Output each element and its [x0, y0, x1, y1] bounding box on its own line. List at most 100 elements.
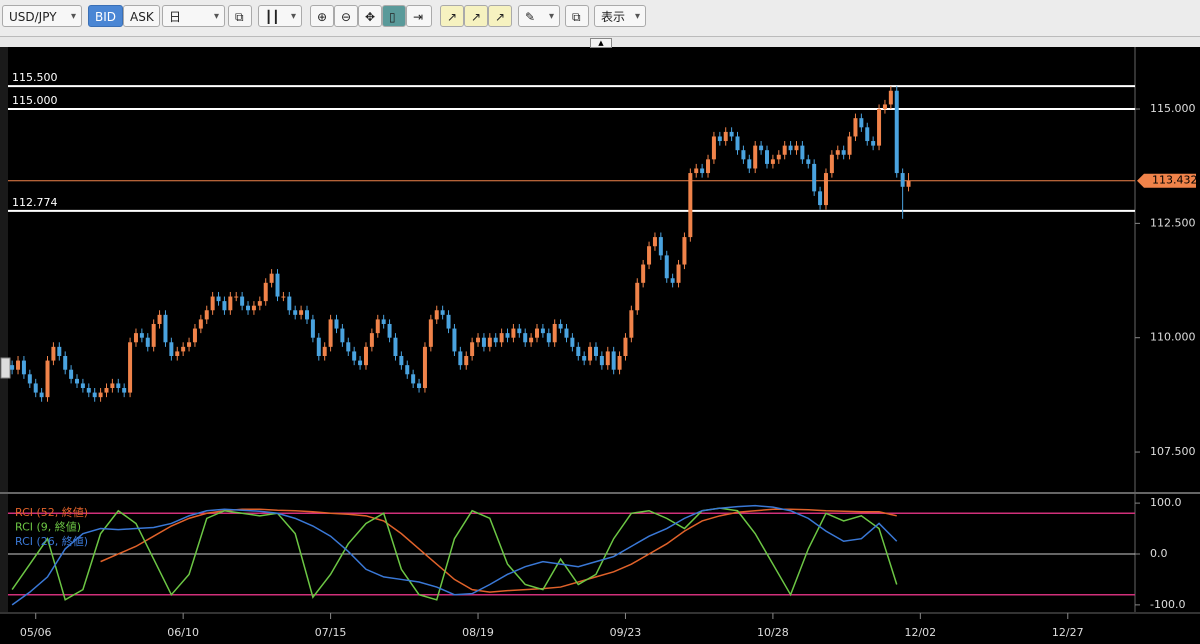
candle-body — [316, 337, 321, 356]
chart-type-select[interactable]: ┃┃ — [258, 5, 302, 28]
candle-body — [882, 104, 887, 110]
y-tick-label: 112.500 — [1150, 216, 1196, 229]
fit-button[interactable]: ✥ — [358, 5, 382, 27]
candle-body — [652, 237, 657, 247]
candle-body — [422, 346, 427, 389]
candle-body — [246, 305, 251, 311]
candle-body — [540, 328, 545, 334]
rci-line — [100, 508, 897, 593]
window-button[interactable]: ⧉ — [565, 5, 589, 27]
ask-button[interactable]: ASK — [123, 5, 160, 27]
timeframe-select[interactable]: 日 — [162, 5, 225, 28]
horizontal-line-label: 112.774 — [12, 196, 58, 209]
x-tick-label: 09/23 — [610, 626, 642, 639]
symbol-select[interactable]: USD/JPY — [2, 5, 82, 28]
candle-body — [428, 319, 433, 347]
candle-body — [45, 360, 50, 398]
toolbar: USD/JPY BID ASK 日 ⧉ ┃┃ ⊕ ⊖ ✥ ▯ ⇥ ↗ ↗ ↗ ✎… — [0, 0, 1200, 37]
candle-body — [322, 346, 327, 356]
candle-body — [605, 351, 610, 366]
x-tick-label: 10/28 — [757, 626, 789, 639]
candle-body — [841, 150, 846, 155]
rci-line — [11, 507, 898, 601]
candle-body — [511, 328, 516, 338]
candle-body — [865, 127, 870, 142]
candle-body — [641, 264, 646, 283]
legend-label: RCI (26, 終値) — [15, 534, 88, 548]
candle-body — [470, 342, 475, 356]
candle-body — [381, 319, 386, 324]
candle-body — [765, 150, 769, 164]
candle-body — [552, 323, 557, 343]
indicator-remove[interactable]: ↗ — [488, 5, 512, 27]
indicator-edit[interactable]: ↗ — [464, 5, 488, 27]
candle-body — [163, 314, 168, 343]
candle-body — [198, 319, 203, 329]
price-tag — [1137, 173, 1196, 188]
candle-body — [92, 392, 97, 398]
candle-body — [776, 154, 781, 160]
candle-body — [57, 346, 62, 356]
candle-body — [664, 255, 669, 279]
compare-button[interactable]: ⧉ — [228, 5, 252, 27]
candle-body — [670, 278, 675, 283]
collapse-button[interactable]: ▲ — [590, 38, 612, 48]
candle-body — [535, 328, 539, 338]
rci-line — [11, 504, 898, 606]
candle-body — [499, 333, 504, 343]
horizontal-line-label: 115.000 — [12, 94, 58, 107]
draw-tool[interactable]: ✎ — [518, 5, 560, 28]
candle-body — [476, 337, 481, 343]
candle-body — [800, 145, 805, 160]
candle-body — [706, 159, 711, 174]
candle-body — [823, 173, 828, 206]
candle-body — [169, 342, 174, 356]
candle-body — [352, 351, 357, 361]
x-tick-label: 07/15 — [315, 626, 347, 639]
candle-body — [505, 333, 510, 338]
candle-body — [63, 355, 68, 370]
candle-body — [216, 296, 221, 302]
candle-body — [759, 145, 764, 151]
candle-body — [806, 159, 811, 164]
candle-body — [770, 159, 775, 164]
crosshair-button[interactable]: ▯ — [382, 5, 406, 27]
y-tick-label: -100.0 — [1150, 598, 1185, 611]
candle-body — [334, 319, 339, 329]
candle-body — [98, 392, 103, 398]
candle-body — [906, 180, 911, 187]
candle-body — [157, 314, 162, 324]
x-tick-label: 12/02 — [904, 626, 936, 639]
candle-body — [299, 310, 304, 315]
candle-body — [894, 90, 899, 174]
candle-body — [871, 141, 876, 146]
candle-body — [818, 191, 823, 206]
candle-body — [888, 90, 893, 105]
indicator-add[interactable]: ↗ — [440, 5, 464, 27]
zoom-in[interactable]: ⊕ — [310, 5, 334, 27]
candle-body — [452, 328, 457, 352]
zoom-out[interactable]: ⊖ — [334, 5, 358, 27]
candle-body — [835, 150, 840, 155]
candle-body — [181, 346, 186, 352]
candle-body — [611, 351, 616, 370]
collapse-bar: ▲ — [0, 37, 1200, 48]
candle-body — [788, 145, 793, 151]
candle-body — [623, 337, 628, 356]
candle-body — [417, 383, 422, 389]
candle-body — [434, 310, 439, 320]
side-strip — [0, 47, 8, 612]
candle-body — [269, 273, 274, 283]
candle-body — [529, 337, 534, 343]
candle-body — [405, 365, 410, 375]
candle-body — [487, 337, 492, 347]
view-menu[interactable]: 表示 — [594, 5, 646, 28]
candle-body — [853, 118, 858, 137]
candle-body — [593, 346, 598, 356]
side-handle[interactable] — [0, 357, 11, 379]
scroll-end[interactable]: ⇥ — [406, 5, 432, 27]
candle-body — [812, 163, 817, 192]
candle-body — [369, 333, 374, 347]
bid-button[interactable]: BID — [88, 5, 123, 27]
